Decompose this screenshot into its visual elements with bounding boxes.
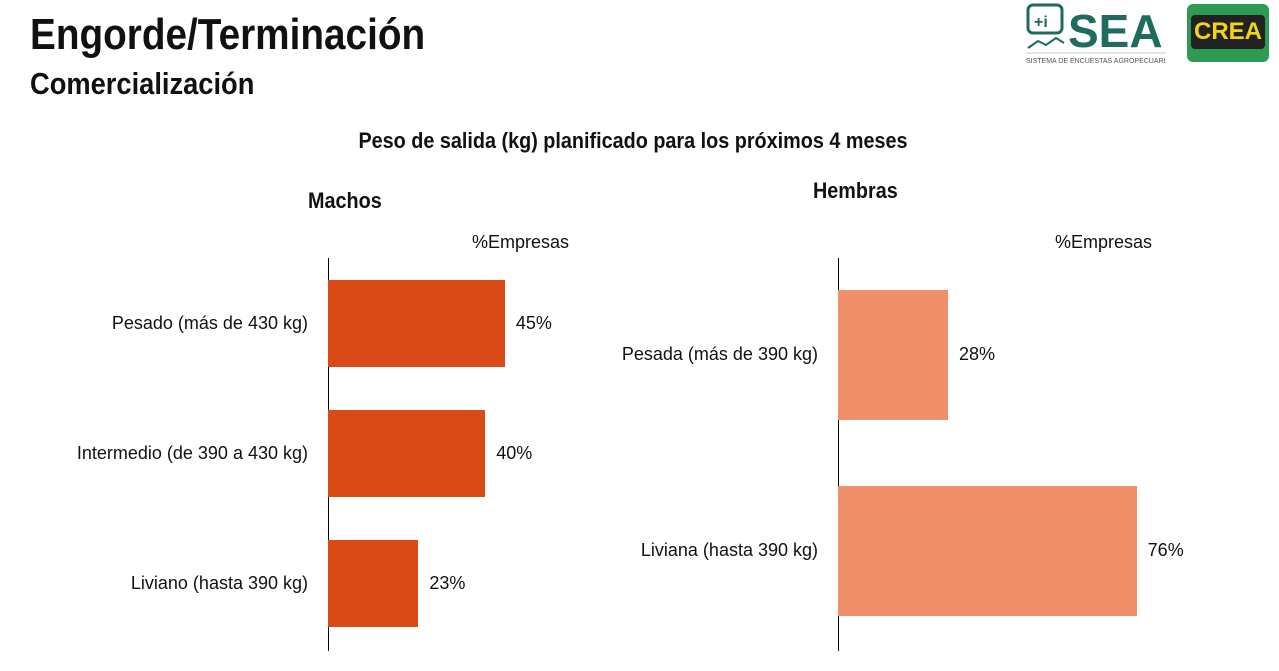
category-label: Pesado (más de 430 kg)	[111, 312, 308, 333]
bar	[328, 410, 486, 497]
data-label: 76%	[1147, 540, 1184, 560]
data-label: 40%	[496, 442, 533, 463]
data-label: 23%	[429, 572, 466, 593]
page-title: Engorde/Terminación	[30, 10, 426, 59]
chart-title: Peso de salida (kg) planificado para los…	[358, 128, 908, 153]
xlabel-hembras: %Empresas	[1055, 232, 1153, 252]
sea-logo: +i SEA SISTEMA DE ENCUESTAS AGROPECUARIA…	[1026, 3, 1175, 65]
svg-text:SEA: SEA	[1068, 5, 1163, 57]
crea-logo: CREA	[1187, 4, 1269, 62]
crea-logo-text: CREA	[1191, 15, 1265, 49]
category-label: Intermedio (de 390 a 430 kg)	[76, 442, 308, 463]
bar	[328, 540, 419, 627]
bar	[838, 486, 1137, 616]
panel-title-machos: Machos	[308, 188, 382, 213]
bar	[838, 290, 949, 420]
xlabel-machos: %Empresas	[472, 232, 570, 252]
category-label: Pesada (más de 390 kg)	[621, 344, 818, 364]
svg-text:+i: +i	[1034, 14, 1048, 31]
axis-hembras	[838, 258, 839, 651]
data-label: 28%	[959, 344, 996, 364]
sea-tagline: SISTEMA DE ENCUESTAS AGROPECUARIAS	[1026, 58, 1166, 65]
category-label: Liviana (hasta 390 kg)	[640, 540, 818, 560]
data-label: 45%	[515, 312, 552, 333]
bar	[328, 280, 505, 367]
panel-title-hembras: Hembras	[813, 178, 898, 203]
category-label: Liviano (hasta 390 kg)	[130, 572, 308, 593]
page-subtitle: Comercialización	[30, 66, 255, 101]
